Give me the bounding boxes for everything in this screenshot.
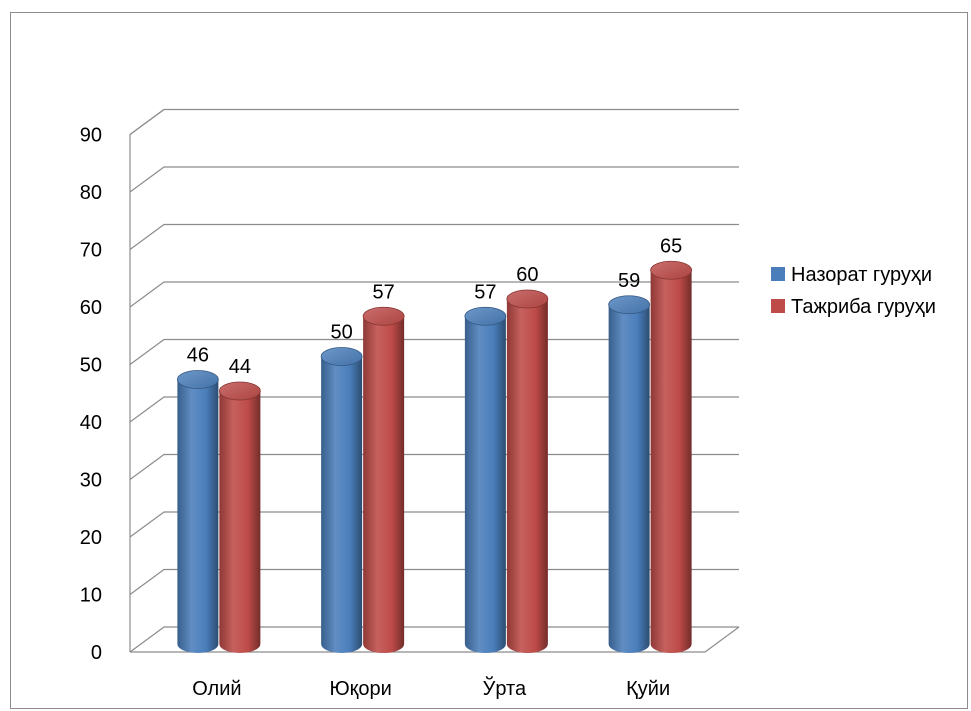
chart-frame — [10, 12, 968, 709]
category-label: Ўрта — [483, 676, 527, 700]
data-label: 57 — [373, 281, 395, 303]
bar-top — [362, 306, 405, 326]
data-label: 59 — [618, 270, 640, 292]
y-tick-label: 50 — [80, 355, 102, 377]
gridline — [129, 223, 739, 250]
bar-body — [321, 356, 363, 653]
legend-swatch — [771, 299, 785, 313]
bar-top — [320, 347, 363, 366]
y-axis-ticks: 0 10 20 30 40 50 60 70 80 90 — [80, 125, 102, 665]
legend-label: Тажриба гуруҳи — [791, 296, 936, 318]
category-labels: Олий Юқори Ўрта Қуйи — [192, 676, 670, 700]
y-tick-label: 0 — [91, 642, 102, 664]
data-label: 65 — [660, 235, 682, 257]
bars — [176, 260, 693, 653]
gridline — [129, 166, 739, 193]
bar-top — [464, 306, 507, 326]
bar-body — [363, 316, 405, 653]
legend: Назорат гуруҳи Тажриба гуруҳи — [771, 264, 936, 318]
bar-top — [176, 370, 219, 389]
data-label: 57 — [474, 281, 496, 303]
bar-top — [506, 289, 549, 309]
category-label: Юқори — [329, 678, 391, 700]
gridline — [129, 108, 739, 135]
bar-body — [650, 270, 692, 653]
bar-body — [464, 316, 506, 653]
bar-top — [608, 295, 651, 315]
bar-top — [650, 260, 693, 280]
data-label: 50 — [331, 322, 353, 344]
bar-top — [218, 381, 261, 401]
bar-body — [219, 391, 261, 653]
data-labels: 46 44 50 57 57 60 59 65 — [187, 235, 683, 378]
bar-body — [506, 299, 548, 653]
y-tick-label: 70 — [80, 240, 102, 262]
floor-edge — [130, 626, 740, 653]
gridline — [129, 281, 739, 308]
data-label: 46 — [187, 345, 209, 367]
side-wall-edge — [129, 109, 165, 652]
y-tick-label: 20 — [80, 527, 102, 549]
bar-2-4 — [650, 260, 693, 653]
legend-item-2: Тажриба гуруҳи — [771, 296, 936, 318]
bar-2-2 — [362, 306, 405, 653]
y-tick-label: 30 — [80, 470, 102, 492]
legend-item-1: Назорат гуруҳи — [771, 264, 932, 286]
data-label: 44 — [229, 356, 251, 378]
bar-1-2 — [320, 347, 363, 653]
y-tick-label: 60 — [80, 297, 102, 319]
category-label: Олий — [192, 678, 241, 700]
data-label: 60 — [516, 264, 538, 286]
y-tick-label: 10 — [80, 585, 102, 607]
y-tick-label: 90 — [80, 125, 102, 147]
bar-1-3 — [464, 306, 507, 653]
legend-label: Назорат гуруҳи — [791, 264, 932, 286]
y-tick-label: 40 — [80, 412, 102, 434]
bar-body — [608, 304, 650, 653]
bar-2-1 — [218, 381, 261, 653]
legend-swatch — [771, 267, 785, 281]
bar-1-4 — [608, 295, 651, 653]
bar-2-3 — [506, 289, 549, 653]
bar-body — [177, 379, 219, 653]
bar-1-1 — [176, 370, 219, 653]
category-label: Қуйи — [626, 678, 670, 700]
y-tick-label: 80 — [80, 182, 102, 204]
